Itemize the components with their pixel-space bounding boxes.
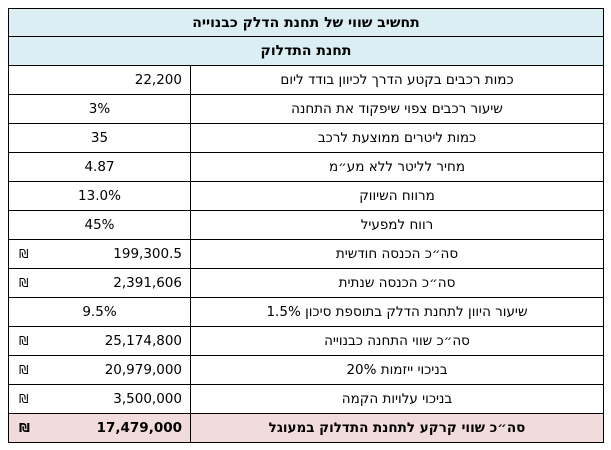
value-cell: 4.87 (8, 152, 191, 182)
title-row: תחשיב שווי של תחנת הדלק כבנוייה (8, 8, 604, 37)
value-text: 4.87 (84, 159, 115, 175)
value-text: 2,391,606 (113, 275, 182, 291)
value-text: 199,300.5 (113, 246, 182, 262)
value-cell: 9.5% (8, 297, 191, 327)
table-row: ₪ 199,300.5 סה״כ הכנסה חודשית (8, 239, 604, 269)
label-cell: שיעור היוון לתחנת הדלק בתוספת סיכון 1.5% (190, 297, 604, 327)
value-cell: ₪ 3,500,000 (8, 384, 191, 414)
value-text: 45% (84, 217, 115, 233)
label-cell: סה״כ שווי התחנה כבנוייה (190, 326, 604, 356)
value-cell: ₪ 17,479,000 (8, 413, 191, 443)
subtitle-row: תחנת התדלוק (8, 36, 604, 66)
shekel-icon: ₪ (19, 392, 29, 406)
shekel-icon: ₪ (19, 421, 30, 435)
label-cell: סה״כ הכנסה חודשית (190, 239, 604, 269)
total-row: ₪ 17,479,000 סה״כ שווי קרקע לתחנת התדלוק ב… (8, 413, 604, 443)
shekel-icon: ₪ (19, 334, 29, 348)
value-text: 3,500,000 (113, 391, 182, 407)
label-cell: מחיר לליטר ללא מע״מ (190, 152, 604, 182)
value-cell: 35 (8, 123, 191, 153)
table-row: 9.5% שיעור היוון לתחנת הדלק בתוספת סיכון … (8, 297, 604, 327)
shekel-icon: ₪ (19, 363, 29, 377)
label-cell: בניכוי ייזמות 20% (190, 355, 604, 385)
table-title: תחשיב שווי של תחנת הדלק כבנוייה (8, 8, 604, 37)
value-text: 20,979,000 (104, 362, 182, 378)
table-row: 45% רווח למפעיל (8, 210, 604, 240)
table-row: 22,200 כמות רכבים בקטע הדרך לכיוון בודד ל… (8, 65, 604, 95)
value-text: 13.0% (78, 188, 121, 204)
value-cell: ₪ 199,300.5 (8, 239, 191, 269)
shekel-icon: ₪ (19, 247, 29, 261)
shekel-icon: ₪ (19, 276, 29, 290)
value-cell: 45% (8, 210, 191, 240)
value-cell: ₪ 2,391,606 (8, 268, 191, 298)
value-cell: ₪ 20,979,000 (8, 355, 191, 385)
table-row: 35 כמות ליטרים ממוצעת לרכב (8, 123, 604, 153)
label-cell: מרווח השיווק (190, 181, 604, 211)
table-row: 13.0% מרווח השיווק (8, 181, 604, 211)
value-text: 3% (88, 101, 111, 117)
table-row: ₪ 3,500,000 בניכוי עלויות הקמה (8, 384, 604, 414)
value-text: 9.5% (82, 304, 117, 320)
label-cell: כמות ליטרים ממוצעת לרכב (190, 123, 604, 153)
label-cell: רווח למפעיל (190, 210, 604, 240)
value-cell: 3% (8, 94, 191, 124)
valuation-table: תחשיב שווי של תחנת הדלק כבנוייה תחנת התד… (8, 8, 604, 443)
label-cell: סה״כ הכנסה שנתית (190, 268, 604, 298)
table-row: ₪ 25,174,800 סה״כ שווי התחנה כבנוייה (8, 326, 604, 356)
label-cell: שיעור רכבים צפוי שיפקוד את התחנה (190, 94, 604, 124)
label-cell: סה״כ שווי קרקע לתחנת התדלוק במעוגל (190, 413, 604, 443)
value-cell: 22,200 (8, 65, 191, 95)
value-text: 17,479,000 (96, 420, 182, 436)
table-row: 4.87 מחיר לליטר ללא מע״מ (8, 152, 604, 182)
value-text: 35 (90, 130, 109, 146)
label-cell: כמות רכבים בקטע הדרך לכיוון בודד ליום (190, 65, 604, 95)
value-cell: 13.0% (8, 181, 191, 211)
table-row: ₪ 2,391,606 סה״כ הכנסה שנתית (8, 268, 604, 298)
value-cell: ₪ 25,174,800 (8, 326, 191, 356)
table-row: 3% שיעור רכבים צפוי שיפקוד את התחנה (8, 94, 604, 124)
value-text: 22,200 (134, 72, 182, 88)
table-row: ₪ 20,979,000 בניכוי ייזמות 20% (8, 355, 604, 385)
table-subtitle: תחנת התדלוק (8, 36, 604, 66)
label-cell: בניכוי עלויות הקמה (190, 384, 604, 414)
value-text: 25,174,800 (104, 333, 182, 349)
